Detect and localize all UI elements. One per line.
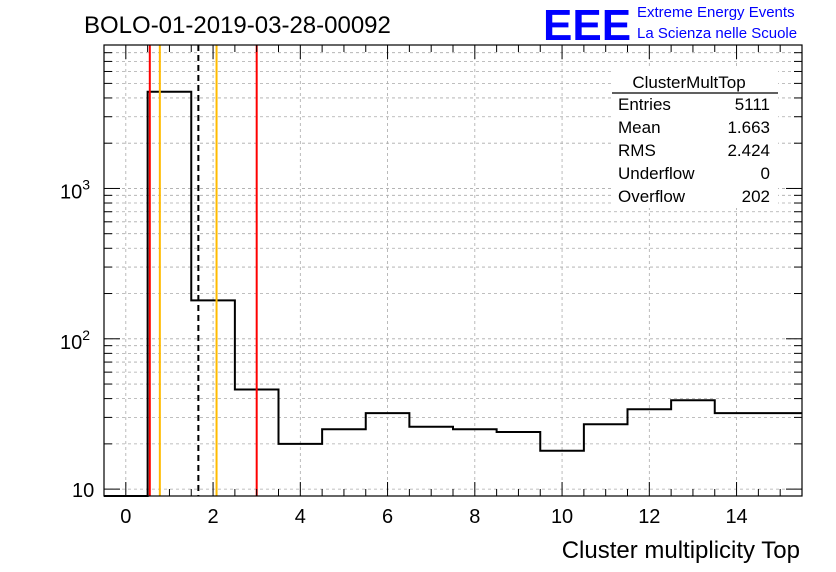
chart-title: BOLO-01-2019-03-28-00092 <box>84 12 391 39</box>
x-tick-label: 6 <box>382 506 393 528</box>
y-tick-label: 10 <box>72 480 94 502</box>
stats-row-underflow: Underflow 0 <box>618 164 770 183</box>
x-tick-label: 0 <box>120 506 131 528</box>
stats-row-mean: Mean 1.663 <box>618 118 770 137</box>
stats-label: RMS <box>618 141 656 160</box>
stats-row-entries: Entries 5111 <box>618 95 770 114</box>
stats-value: 2.424 <box>727 141 770 160</box>
y-tick-label: 102 <box>60 327 90 354</box>
x-tick-label: 14 <box>725 506 747 528</box>
eee-logo: EEE Extreme Energy Events La Scienza nel… <box>543 1 797 50</box>
y-tick-base: 10 <box>60 332 82 354</box>
x-tick-label: 10 <box>551 506 573 528</box>
logo-line1: Extreme Energy Events <box>637 4 795 21</box>
stats-title: ClusterMultTop <box>632 73 745 92</box>
histogram-series <box>104 90 802 497</box>
stats-value: 202 <box>742 187 770 206</box>
stats-label: Overflow <box>618 187 686 206</box>
marker-lines <box>148 45 258 496</box>
x-tick-label: 4 <box>295 506 306 528</box>
stats-box: ClusterMultTop Entries 5111 Mean 1.663 R… <box>612 68 778 208</box>
stats-row-overflow: Overflow 202 <box>618 187 770 206</box>
x-tick-label: 2 <box>208 506 219 528</box>
stats-value: 1.663 <box>727 118 770 137</box>
histogram-line <box>104 90 802 497</box>
stats-row-rms: RMS 2.424 <box>618 141 770 160</box>
stats-label: Entries <box>618 95 671 114</box>
stats-label: Underflow <box>618 164 695 183</box>
y-tick-exponent: 3 <box>82 176 90 192</box>
x-tick-label: 12 <box>638 506 660 528</box>
logo-line2: La Scienza nelle Scuole <box>637 25 797 42</box>
stats-value: 0 <box>761 164 770 183</box>
y-tick-label: 103 <box>60 176 90 203</box>
x-axis-label: Cluster multiplicity Top <box>562 537 800 564</box>
logo-mark: EEE <box>543 1 631 50</box>
y-tick-exponent: 2 <box>82 327 90 343</box>
stats-value: 5111 <box>735 95 770 114</box>
x-tick-label: 8 <box>469 506 480 528</box>
x-axis: 0 2 4 6 8 10 12 14 <box>120 45 781 528</box>
stats-label: Mean <box>618 118 661 137</box>
y-tick-base: 10 <box>60 181 82 203</box>
